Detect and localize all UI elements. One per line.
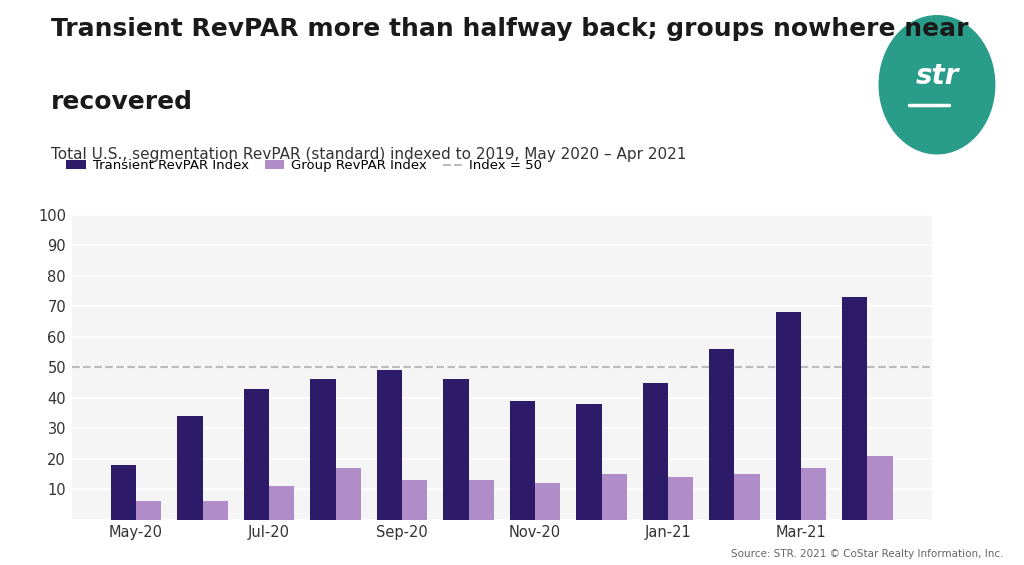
Legend: Transient RevPAR Index, Group RevPAR Index, Index = 50: Transient RevPAR Index, Group RevPAR Ind…	[61, 154, 547, 178]
Bar	[177, 416, 203, 520]
Bar	[269, 486, 294, 520]
Bar	[801, 468, 826, 520]
Bar	[111, 465, 136, 520]
Bar	[402, 480, 427, 520]
Bar	[377, 370, 402, 520]
Bar	[469, 480, 494, 520]
Bar	[443, 380, 469, 520]
Bar	[668, 477, 693, 520]
Bar	[734, 474, 760, 520]
Text: Transient RevPAR more than halfway back; groups nowhere near: Transient RevPAR more than halfway back;…	[51, 17, 969, 41]
Bar	[710, 349, 734, 520]
Bar	[867, 456, 893, 520]
Bar	[510, 401, 535, 520]
Text: Source: STR. 2021 © CoStar Realty Information, Inc.: Source: STR. 2021 © CoStar Realty Inform…	[731, 549, 1004, 559]
Text: Total U.S., segmentation RevPAR (standard) indexed to 2019, May 2020 – Apr 2021: Total U.S., segmentation RevPAR (standar…	[51, 147, 686, 162]
Text: str: str	[915, 62, 958, 90]
Bar	[244, 389, 269, 520]
Text: recovered: recovered	[51, 90, 194, 114]
Bar	[136, 502, 162, 520]
Bar	[535, 483, 560, 520]
Bar	[336, 468, 360, 520]
Bar	[643, 383, 668, 520]
Bar	[601, 474, 627, 520]
Bar	[203, 502, 227, 520]
Circle shape	[880, 16, 994, 154]
Bar	[310, 380, 336, 520]
Bar	[577, 404, 601, 520]
Bar	[842, 297, 867, 520]
Bar	[776, 312, 801, 520]
